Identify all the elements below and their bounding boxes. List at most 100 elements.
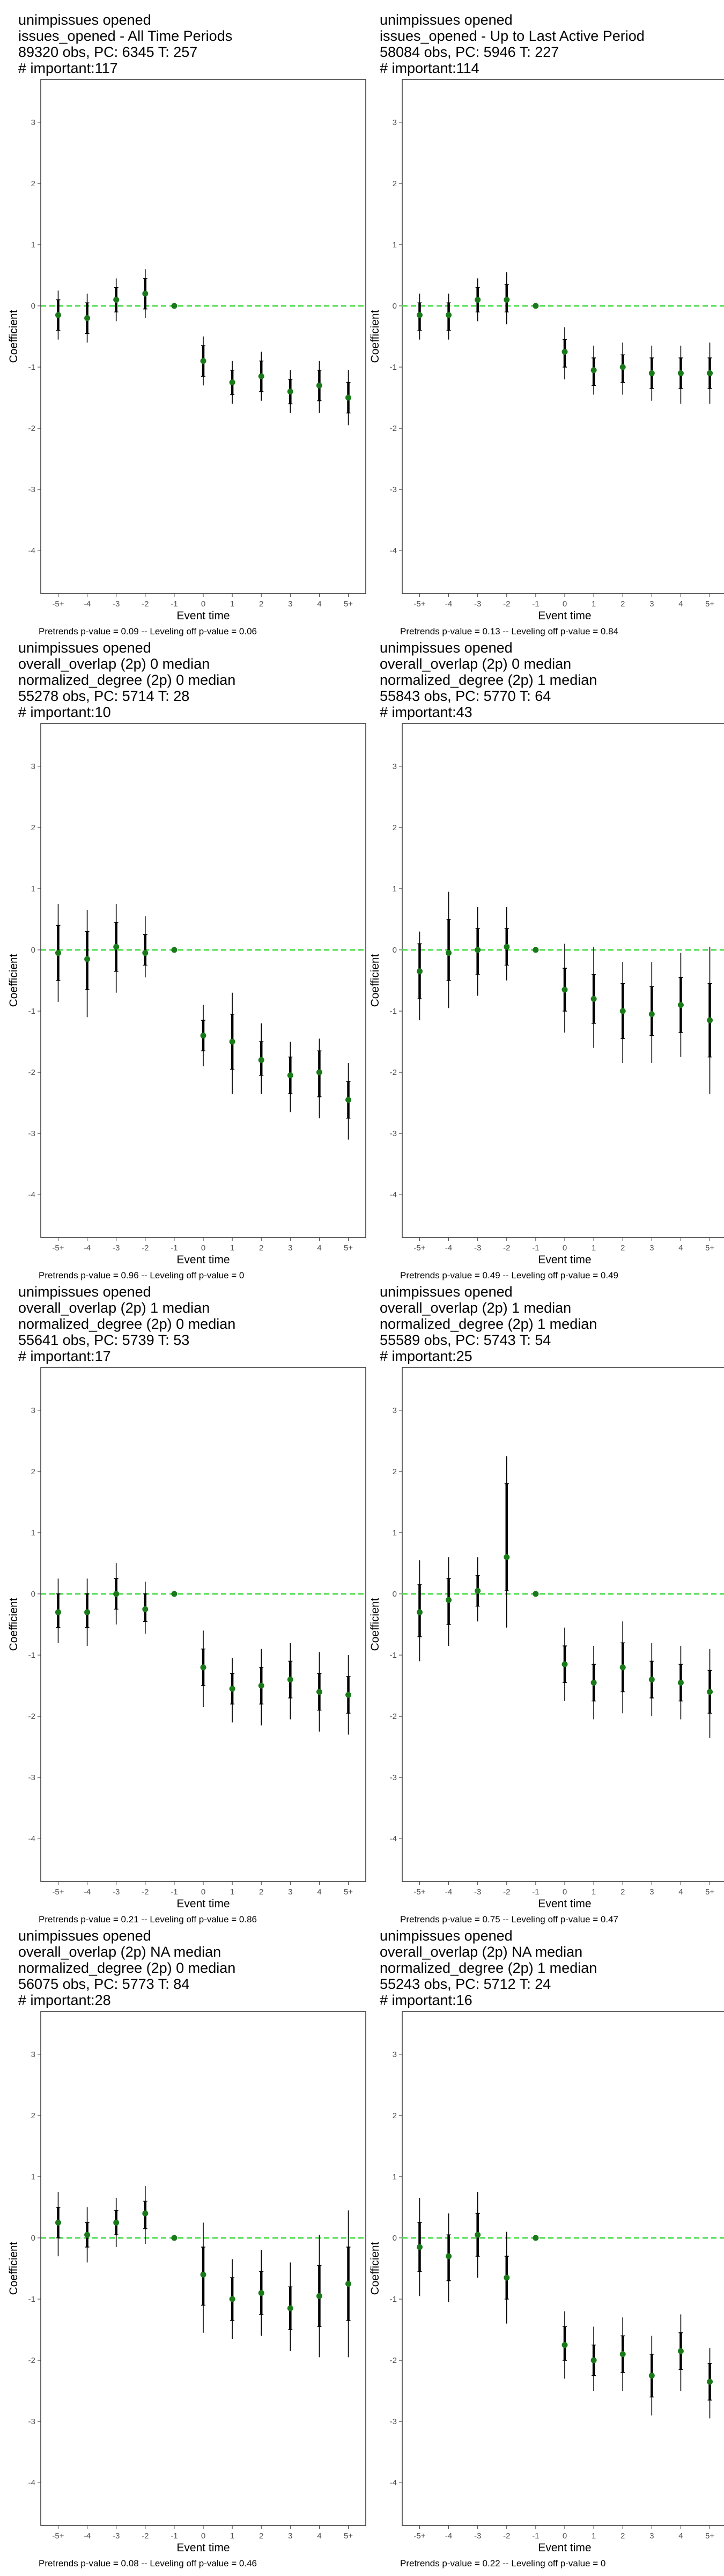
x-tick-label: -1 bbox=[171, 599, 178, 609]
x-tick-label: -1 bbox=[171, 1243, 178, 1253]
data-point bbox=[200, 2271, 206, 2278]
data-point bbox=[316, 1069, 322, 1075]
data-point bbox=[316, 382, 322, 389]
x-tick-label: -5+ bbox=[413, 599, 425, 609]
y-tick-label: 2 bbox=[393, 179, 397, 188]
x-tick-label: 0 bbox=[563, 1243, 567, 1253]
x-tick-label: -3 bbox=[474, 1887, 481, 1897]
chart-title-line: 58084 obs, PC: 5946 T: 227 bbox=[380, 44, 559, 60]
x-tick-label: 4 bbox=[678, 599, 683, 609]
y-axis-label: Coefficient bbox=[8, 954, 20, 1007]
data-point bbox=[229, 1038, 235, 1045]
chart-title-line: unimpissues opened bbox=[18, 1284, 151, 1300]
y-tick-label: -4 bbox=[390, 546, 397, 555]
x-tick-label: -4 bbox=[84, 2531, 91, 2541]
data-point bbox=[200, 1033, 206, 1039]
chart-title-line: unimpissues opened bbox=[18, 12, 151, 28]
y-tick-label: -3 bbox=[28, 485, 35, 494]
plot-area-border bbox=[402, 723, 724, 1238]
data-point bbox=[590, 2357, 597, 2363]
x-tick-label: -2 bbox=[503, 599, 510, 609]
plot-area-border bbox=[40, 1367, 366, 1882]
data-point bbox=[562, 349, 568, 355]
x-tick-label: 4 bbox=[317, 1887, 321, 1897]
x-tick-label: 3 bbox=[649, 599, 654, 609]
x-axis-label: Event time bbox=[538, 2542, 591, 2554]
data-point bbox=[446, 1597, 452, 1603]
x-tick-label: -5+ bbox=[413, 1887, 425, 1897]
y-tick-label: -4 bbox=[390, 1190, 397, 1199]
data-point bbox=[648, 1677, 655, 1683]
x-tick-label: 2 bbox=[620, 1887, 625, 1897]
data-point bbox=[504, 297, 510, 303]
data-point bbox=[619, 1664, 626, 1671]
x-tick-label: -5+ bbox=[52, 2531, 64, 2541]
chart-footer-pvalues: Pretrends p-value = 0.49 -- Leveling off… bbox=[400, 1270, 618, 1280]
data-point bbox=[84, 1609, 91, 1615]
x-axis-label: Event time bbox=[538, 610, 591, 622]
x-tick-label: -2 bbox=[503, 1243, 510, 1253]
y-tick-label: 3 bbox=[31, 762, 35, 771]
y-tick-label: 2 bbox=[31, 179, 35, 188]
data-point bbox=[287, 1072, 293, 1079]
data-point bbox=[113, 943, 120, 950]
y-tick-label: 3 bbox=[393, 762, 397, 771]
y-axis-label: Coefficient bbox=[369, 310, 381, 363]
x-tick-label: -3 bbox=[113, 1887, 120, 1897]
data-point bbox=[504, 1554, 510, 1561]
y-tick-label: -3 bbox=[390, 1129, 397, 1138]
y-tick-label: 1 bbox=[31, 2172, 35, 2182]
data-point bbox=[287, 2305, 293, 2311]
y-tick-label: -3 bbox=[28, 1773, 35, 1782]
y-tick-label: 2 bbox=[393, 2111, 397, 2120]
data-point bbox=[677, 1679, 684, 1686]
chart-title-line: # important:10 bbox=[18, 704, 111, 720]
data-point bbox=[345, 2281, 352, 2287]
chart-footer-pvalues: Pretrends p-value = 0.09 -- Leveling off… bbox=[39, 626, 257, 636]
data-point bbox=[707, 370, 713, 376]
data-point bbox=[562, 1661, 568, 1667]
x-tick-label: -3 bbox=[474, 1243, 481, 1253]
plot-area-border bbox=[40, 723, 366, 1238]
data-point bbox=[446, 312, 452, 318]
x-tick-label: 1 bbox=[592, 599, 596, 609]
chart-title-line: # important:17 bbox=[18, 1348, 111, 1364]
y-tick-label: 0 bbox=[393, 2234, 397, 2243]
data-point bbox=[171, 2235, 178, 2241]
chart-title-line: issues_opened - All Time Periods bbox=[18, 28, 232, 44]
chart-title-line: issues_opened - Up to Last Active Period bbox=[380, 28, 645, 44]
y-tick-label: -1 bbox=[390, 363, 397, 372]
data-point bbox=[84, 956, 91, 962]
chart-title-line: # important:43 bbox=[380, 704, 472, 720]
x-tick-label: -1 bbox=[532, 1887, 539, 1897]
data-point bbox=[229, 1686, 235, 1692]
chart-title-line: overall_overlap (2p) NA median bbox=[380, 1944, 582, 1960]
x-tick-label: -4 bbox=[84, 1887, 91, 1897]
y-tick-label: -4 bbox=[28, 1834, 35, 1843]
data-point bbox=[619, 364, 626, 370]
x-tick-label: 2 bbox=[620, 2531, 625, 2541]
data-point bbox=[345, 1692, 352, 1698]
plot-area-border bbox=[402, 2011, 724, 2526]
y-tick-label: -3 bbox=[390, 485, 397, 494]
chart-title-line: normalized_degree (2p) 1 median bbox=[380, 1960, 597, 1976]
data-point bbox=[446, 950, 452, 956]
data-point bbox=[316, 2293, 322, 2299]
x-tick-label: 0 bbox=[563, 1887, 567, 1897]
x-tick-label: 2 bbox=[259, 1243, 263, 1253]
x-tick-label: 1 bbox=[230, 1243, 234, 1253]
chart-footer-pvalues: Pretrends p-value = 0.22 -- Leveling off… bbox=[400, 2558, 605, 2568]
chart-title-line: normalized_degree (2p) 0 median bbox=[18, 1316, 235, 1332]
x-tick-label: 2 bbox=[259, 599, 263, 609]
x-tick-label: -5+ bbox=[413, 1243, 425, 1253]
data-point bbox=[84, 315, 91, 321]
y-tick-label: -4 bbox=[28, 546, 35, 555]
data-point bbox=[113, 1591, 120, 1597]
chart-title-line: unimpissues opened bbox=[18, 640, 151, 656]
x-tick-label: 1 bbox=[230, 599, 234, 609]
y-tick-label: -1 bbox=[390, 1651, 397, 1660]
y-tick-label: 2 bbox=[393, 1467, 397, 1476]
data-point bbox=[142, 1606, 149, 1612]
